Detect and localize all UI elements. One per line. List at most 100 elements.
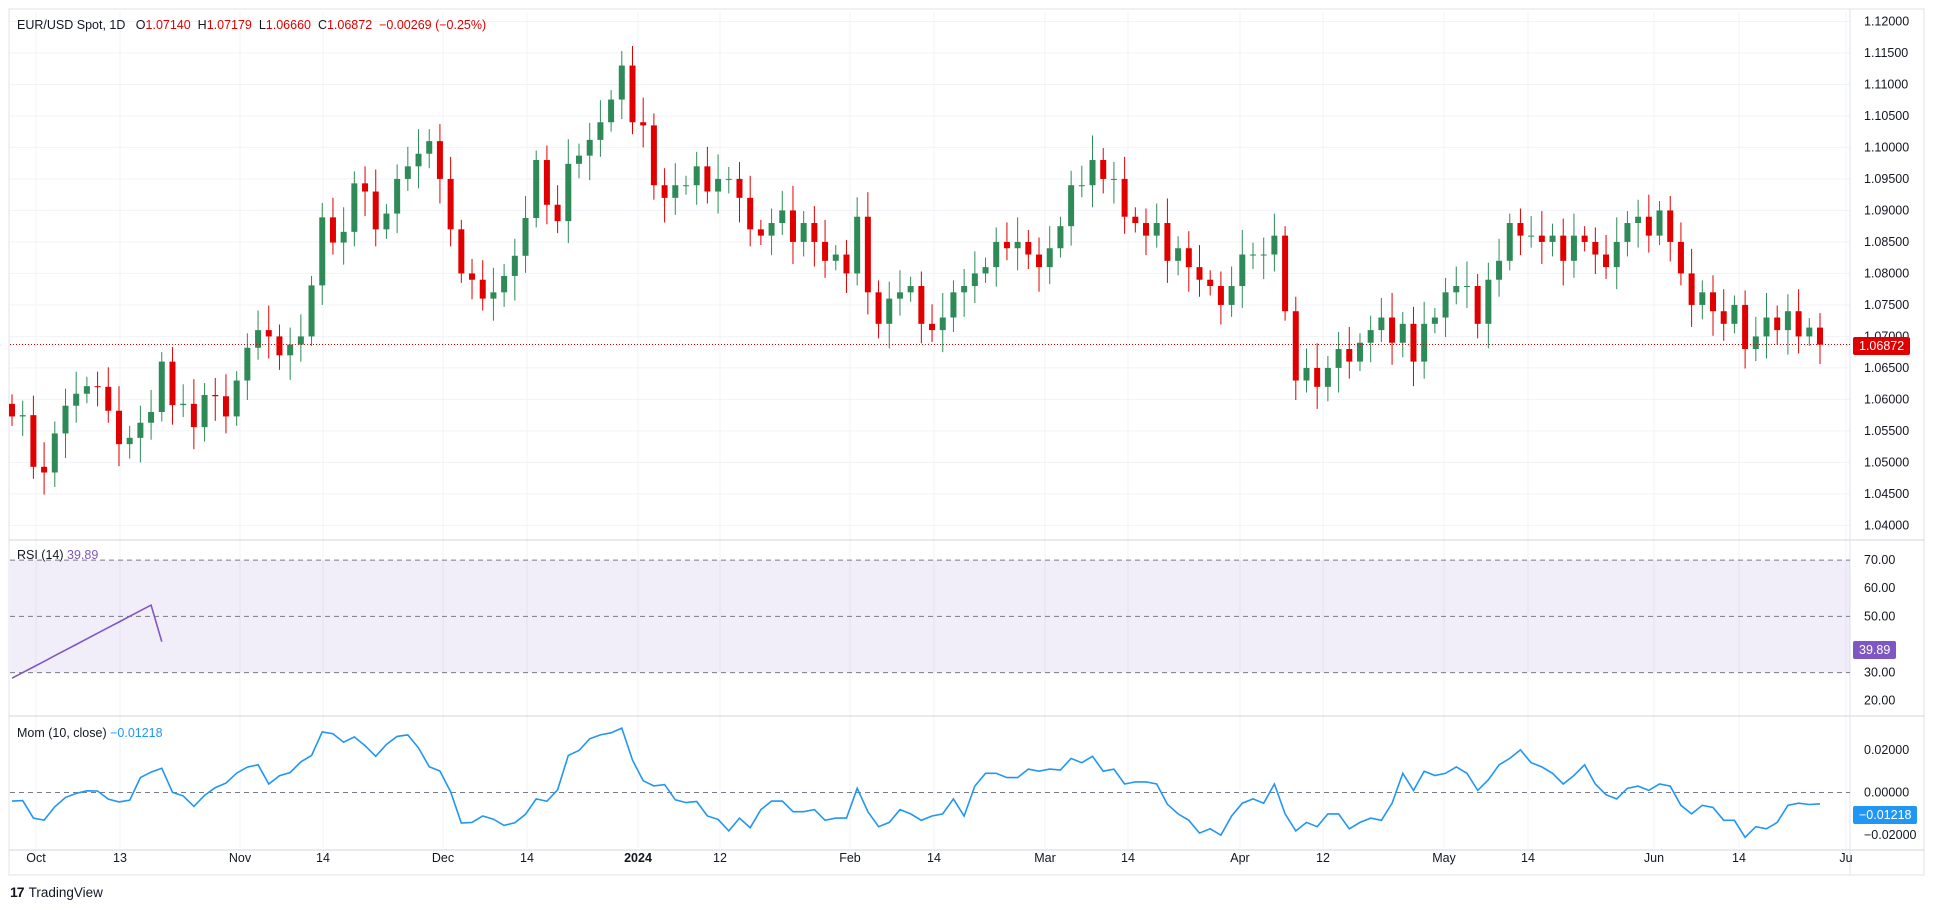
candle-body (543, 160, 550, 205)
time-tick-label: 14 (1121, 851, 1135, 865)
price-tick-label: 1.09000 (1864, 203, 1909, 217)
candle-body (458, 229, 465, 274)
time-tick-label: 12 (713, 851, 727, 865)
time-tick-label: Jun (1644, 851, 1664, 865)
candle-body (1560, 235, 1567, 261)
candle-body (864, 216, 871, 293)
candle-body (1710, 292, 1717, 312)
rsi-legend[interactable]: RSI (14) 39.89 (17, 548, 98, 562)
candle-body (1763, 317, 1770, 337)
candle-body (1089, 160, 1096, 186)
price-tick-label: 1.10500 (1864, 109, 1909, 123)
candle-body (1742, 304, 1749, 350)
candle-body (629, 65, 636, 123)
candle-body (426, 141, 433, 154)
time-tick-label: 14 (1732, 851, 1746, 865)
candle-body (929, 323, 936, 331)
tradingview-logo[interactable]: 17 TradingView (10, 884, 103, 900)
grid-lines (10, 12, 1850, 848)
candle-body (30, 415, 37, 467)
candle-body (1549, 235, 1556, 242)
candle-body (1538, 235, 1545, 242)
candle-body (1367, 330, 1374, 343)
candle-body (1036, 254, 1043, 268)
candle-body (1720, 311, 1727, 324)
price-tick-label: 1.11000 (1864, 77, 1908, 91)
time-tick-label: Ju (1839, 851, 1852, 865)
symbol-legend[interactable]: EUR/USD Spot, 1D O1.07140 H1.07179 L1.06… (17, 18, 486, 32)
candle-body (1100, 160, 1107, 179)
candle-body (1474, 286, 1481, 324)
candle-body (1249, 254, 1256, 256)
candle-body (383, 213, 390, 230)
candle-body (501, 275, 508, 293)
candle-body (1485, 279, 1492, 324)
candle-body (982, 267, 989, 274)
candle-body (715, 178, 722, 192)
rsi-last-tag: 39.89 (1853, 641, 1897, 659)
candle-body (1528, 235, 1535, 237)
time-tick-label: 13 (113, 851, 127, 865)
candle-body (169, 361, 176, 406)
candle-body (319, 217, 326, 286)
candle-body (329, 217, 336, 243)
rsi-tick-label: 20.00 (1864, 694, 1895, 708)
momentum-tick-label: −0.02000 (1864, 828, 1917, 842)
time-tick-label: 14 (1521, 851, 1535, 865)
candle-body (886, 298, 893, 324)
candle-body (993, 241, 1000, 268)
time-tick-label: Apr (1230, 851, 1249, 865)
low-value: 1.06660 (265, 18, 311, 32)
momentum-pane (10, 727, 1850, 839)
candle-body (190, 403, 197, 428)
momentum-tick-label: 0.00000 (1864, 786, 1909, 800)
candle-body (1046, 248, 1053, 268)
candle-body (1239, 254, 1246, 287)
candle-body (94, 386, 101, 388)
low-label: L (258, 18, 266, 32)
price-tick-label: 1.12000 (1864, 14, 1909, 28)
price-tick-label: 1.11500 (1864, 46, 1908, 60)
candle-body (105, 386, 112, 411)
candle-body (1453, 286, 1460, 293)
candle-body (1314, 367, 1321, 387)
candle-body (297, 336, 304, 345)
candle-body (287, 344, 294, 356)
candle-body (896, 292, 903, 299)
time-tick-label: Nov (229, 851, 252, 865)
candle-body (1731, 304, 1738, 324)
candle-body (255, 330, 262, 348)
candle-body (1517, 223, 1524, 236)
candle-body (83, 386, 90, 394)
candle-body (1271, 235, 1278, 255)
candle-body (244, 347, 251, 381)
candle-body (1110, 178, 1117, 180)
time-tick-label: May (1432, 851, 1456, 865)
candle-body (1282, 235, 1289, 312)
candle-body (1656, 210, 1663, 236)
symbol-name: EUR/USD Spot, 1D (17, 18, 126, 32)
candle-body (1784, 311, 1791, 331)
rsi-value: 39.89 (67, 548, 99, 562)
candle-body (1624, 223, 1631, 242)
candle-body (747, 197, 754, 230)
momentum-last-tag: −0.01218 (1853, 806, 1918, 824)
candle-body (961, 286, 968, 293)
momentum-legend[interactable]: Mom (10, close) −0.01218 (17, 726, 163, 740)
candle-body (180, 403, 187, 406)
candle-body (736, 178, 743, 198)
momentum-tick-label: 0.02000 (1864, 743, 1909, 757)
candle-body (1570, 235, 1577, 261)
candle-body (158, 361, 165, 413)
candle-body (843, 254, 850, 274)
time-tick-label: 14 (520, 851, 534, 865)
candle-body (779, 210, 786, 224)
momentum-line (11, 727, 1821, 839)
candle-body (757, 229, 764, 236)
candle-body (372, 191, 379, 230)
time-tick-label: 14 (316, 851, 330, 865)
candle-body (415, 153, 422, 167)
candle-body (1068, 185, 1075, 227)
candle-body (939, 317, 946, 331)
